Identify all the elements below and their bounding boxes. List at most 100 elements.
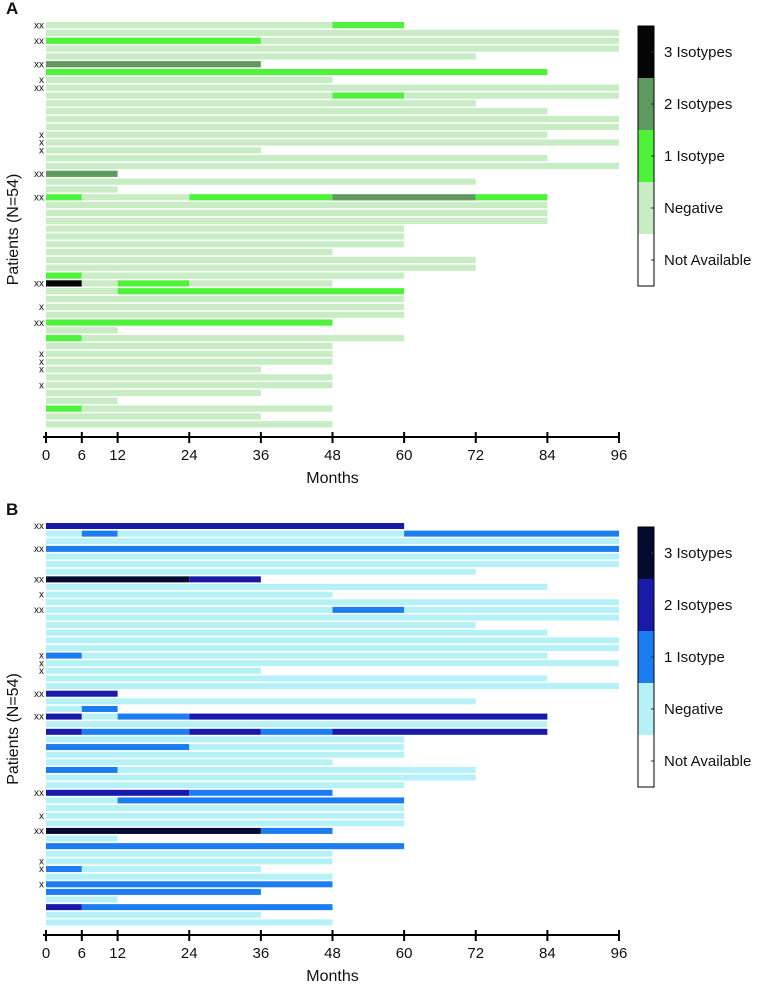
timeline-segment: [46, 637, 619, 644]
patient-marker: xx: [34, 605, 44, 616]
timeline-segment: [46, 667, 261, 674]
patient-marker: xx: [34, 544, 44, 555]
patient-marker: xx: [34, 193, 44, 204]
timeline-segment: [46, 850, 333, 857]
timeline-segment: [46, 76, 333, 84]
timeline-segment: [81, 728, 190, 735]
x-tick-label: 96: [611, 945, 628, 962]
timeline-segment: [46, 366, 261, 373]
timeline-segment: [46, 591, 333, 598]
timeline-segment: [46, 194, 82, 201]
patient-row: [46, 766, 476, 773]
legend-label: 2 Isotypes: [664, 597, 732, 614]
patient-row: [46, 774, 476, 781]
timeline-segment: [46, 170, 118, 177]
timeline-segment: [46, 311, 405, 318]
patient-row: xx: [34, 521, 405, 532]
patient-row: [46, 904, 333, 911]
timeline-segment: [46, 538, 619, 545]
patient-row: [46, 614, 619, 621]
timeline-segment: [404, 530, 619, 537]
patient-row: [46, 530, 619, 537]
patient-row: [46, 115, 619, 123]
patient-marker: xx: [34, 788, 44, 799]
patient-row: [46, 622, 476, 629]
patient-row: [46, 100, 476, 107]
patient-marker: xx: [34, 169, 44, 180]
patient-row: [46, 108, 548, 115]
patient-row: [46, 68, 548, 76]
legend-swatch: [638, 234, 654, 286]
patient-row: xx: [34, 279, 333, 290]
patient-marker: xx: [34, 521, 44, 532]
timeline-segment: [46, 911, 261, 918]
timeline-segment: [46, 61, 261, 68]
timeline-segment: [46, 812, 405, 819]
legend-swatch: [638, 182, 654, 234]
patient-marker: x: [39, 349, 44, 360]
timeline-segment: [46, 858, 333, 865]
patient-row: [46, 92, 619, 99]
patient-row: x: [39, 651, 548, 662]
timeline-segment: [46, 583, 548, 591]
patient-row: x: [39, 879, 333, 890]
timeline-segment: [46, 888, 261, 895]
timeline-segment: [332, 22, 405, 29]
patient-row: [46, 705, 118, 712]
patient-row: xx: [34, 605, 619, 616]
patient-row: xx: [34, 544, 619, 555]
patient-row: [46, 629, 548, 636]
timeline-segment: [46, 797, 118, 804]
timeline-segment: [46, 576, 190, 583]
legend-swatch: [638, 26, 654, 78]
patient-marker: x: [39, 75, 44, 86]
patient-row: [46, 850, 333, 857]
x-tick-label: 60: [396, 447, 413, 464]
patient-row: xx: [34, 788, 333, 799]
timeline-segment: [46, 896, 118, 903]
timeline-segment: [189, 194, 333, 201]
patient-marker: x: [39, 811, 44, 822]
patient-row: xx: [34, 169, 118, 180]
x-tick-label: 96: [611, 447, 628, 464]
patient-row: [46, 295, 405, 303]
timeline-segment: [46, 881, 333, 888]
patient-marker: xx: [34, 574, 44, 585]
legend-label: 1 Isotype: [664, 649, 725, 666]
timeline-segment: [46, 827, 261, 834]
timeline-segment: [46, 751, 405, 758]
timeline-segment: [46, 843, 405, 850]
timeline-segment: [81, 652, 548, 659]
x-tick-label: 12: [109, 447, 126, 464]
patient-row: [46, 553, 619, 560]
timeline-segment: [46, 37, 261, 44]
patient-row: [46, 397, 118, 404]
patient-row: x: [39, 590, 333, 601]
timeline-segment: [189, 713, 548, 720]
patient-marker: xx: [34, 20, 44, 31]
patient-row: [46, 53, 476, 60]
patient-row: [46, 264, 476, 271]
timeline-segment: [46, 358, 333, 365]
timeline-segment: [46, 523, 405, 530]
x-axis: 0 6 12 24 36 48 60 72 84 96 Months: [42, 432, 628, 487]
timeline-segment: [46, 350, 333, 357]
timeline-segment: [81, 405, 333, 412]
timeline-segment: [46, 186, 118, 193]
timeline-segment: [46, 374, 333, 381]
timeline-segment: [46, 421, 333, 428]
legend-label: Negative: [664, 200, 723, 217]
timeline-segment: [332, 92, 405, 99]
patient-marker: x: [39, 130, 44, 141]
timeline-segment: [404, 606, 619, 613]
timeline-segment: [46, 705, 82, 712]
timeline-segment: [46, 675, 548, 682]
timeline-segment: [46, 100, 476, 107]
timeline-segment: [46, 835, 118, 842]
patient-marker: xx: [34, 689, 44, 700]
patient-row: x: [39, 75, 333, 86]
timeline-segment: [332, 194, 476, 201]
x-tick-label: 48: [324, 447, 341, 464]
legend-swatch: [638, 735, 654, 787]
